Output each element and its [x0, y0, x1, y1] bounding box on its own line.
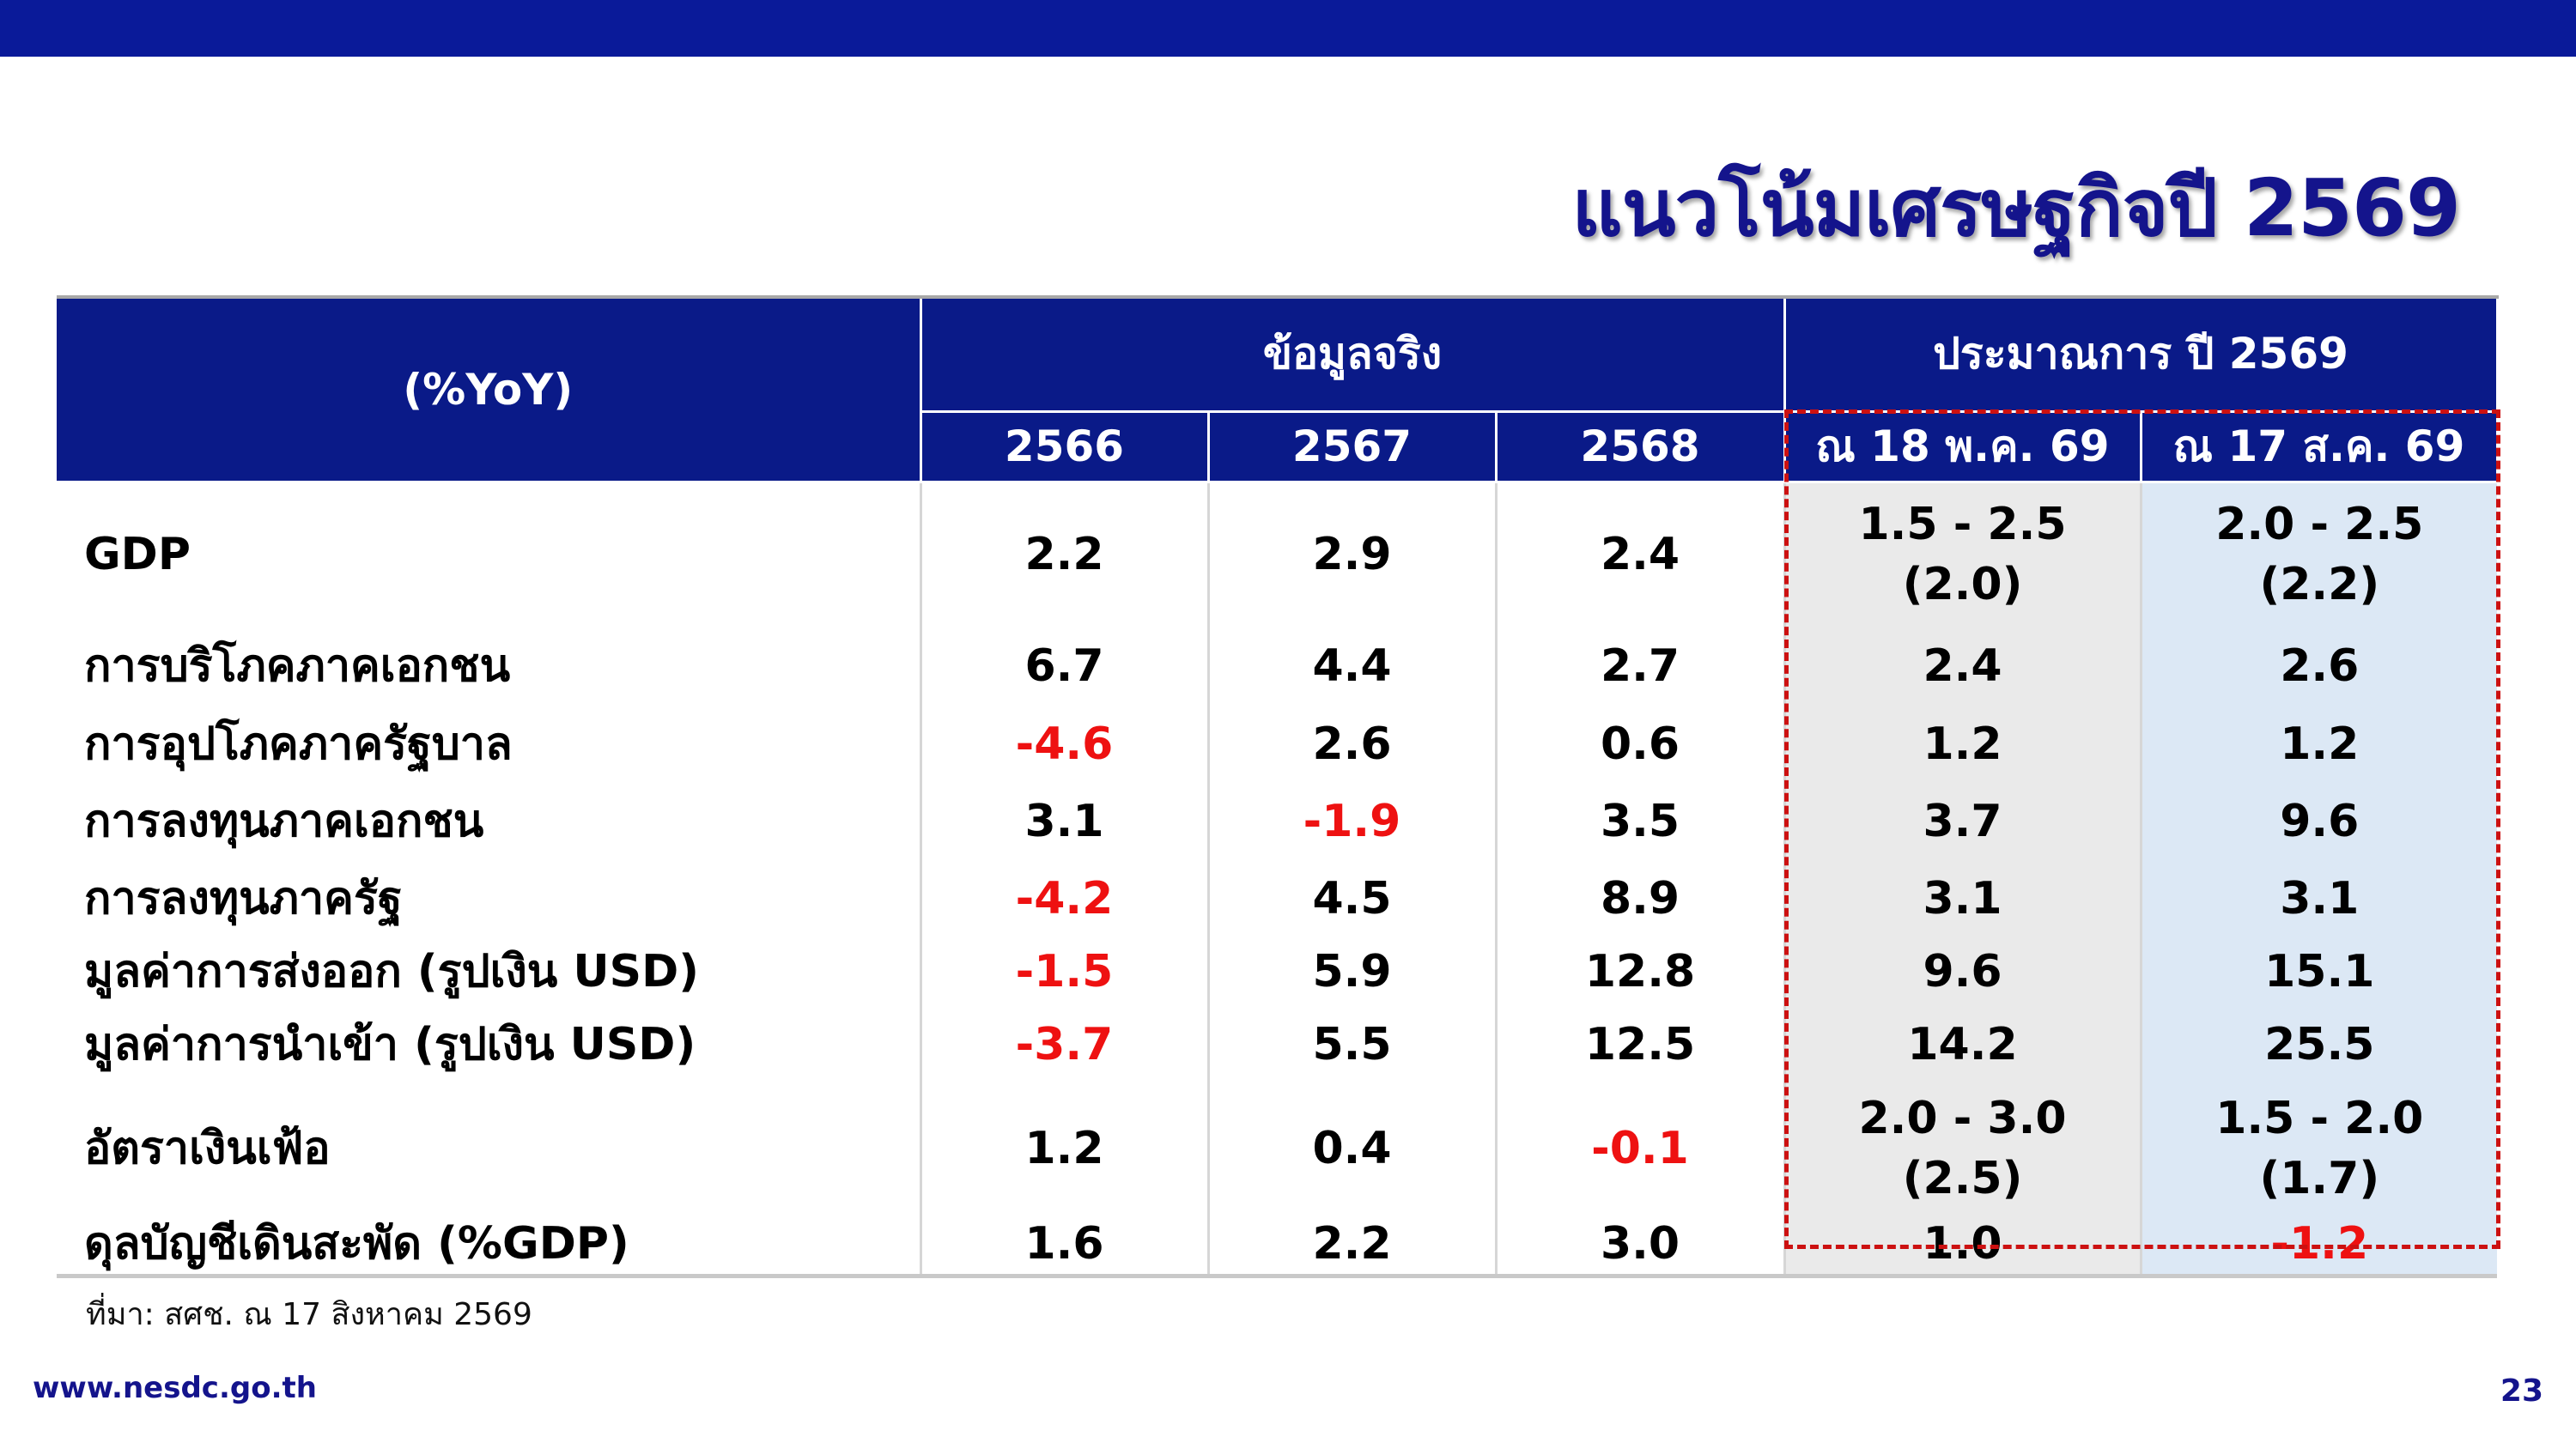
forecast-may-cell: 1.5 - 2.5 (2.0)	[1783, 482, 2142, 626]
forecast-may-point: (2.5)	[1902, 1153, 2023, 1204]
table-row-private-consumption: การบริโภคภาคเอกชน 6.7 4.4 2.7 2.4 2.6	[57, 626, 2498, 706]
value-2566: 1.6	[919, 1214, 1208, 1278]
row-label: GDP	[84, 528, 191, 580]
actual-data-header: ข้อมูลจริง	[919, 295, 1786, 413]
economic-outlook-table: (%YoY) ข้อมูลจริง ประมาณการ ปี 2569 2566…	[57, 295, 2499, 1278]
forecast-may-header: ณ 18 พ.ค. 69	[1783, 409, 2142, 483]
table-row-imports: มูลค่าการนำเข้า (รูปเงิน USD) -3.7 5.5 1…	[57, 1006, 2498, 1083]
forecast-header: ประมาณการ ปี 2569	[1783, 295, 2499, 413]
table-row-gdp: GDP 2.2 2.9 2.4 1.5 - 2.5 (2.0) 2.0 - 2.5…	[57, 482, 2498, 626]
forecast-aug-value: 3.1	[2139, 860, 2498, 937]
forecast-may-value: 14.2	[1783, 1006, 2142, 1083]
value-2568: 3.5	[1494, 783, 1785, 860]
value-2568: -0.1	[1494, 1083, 1785, 1214]
value-2568: 8.9	[1494, 860, 1785, 937]
value-2567: 4.5	[1206, 860, 1496, 937]
value-2568: 3.0	[1494, 1214, 1785, 1278]
year-header-2568: 2568	[1494, 409, 1786, 483]
forecast-may-point: (2.0)	[1902, 558, 2023, 610]
year-header-2566: 2566	[919, 409, 1210, 483]
forecast-may-value: 1.2	[1783, 706, 2142, 783]
row-label: การอุปโภคภาครัฐบาล	[84, 718, 513, 770]
value-2567: 0.4	[1206, 1083, 1496, 1214]
value-2568: 2.4	[1494, 482, 1785, 626]
forecast-may-value: 3.1	[1783, 860, 2142, 937]
forecast-may-value: 9.6	[1783, 937, 2142, 1006]
year-header-2567: 2567	[1206, 409, 1498, 483]
value-2566: -1.5	[919, 937, 1208, 1006]
forecast-aug-value: 1.2	[2139, 706, 2498, 783]
page-number: 23	[2500, 1373, 2543, 1409]
value-2567: 2.9	[1206, 482, 1496, 626]
forecast-aug-cell: 2.0 - 2.5 (2.2)	[2139, 482, 2498, 626]
forecast-may-value: 1.0	[1783, 1214, 2142, 1278]
forecast-aug-range: 2.0 - 2.5	[2215, 498, 2424, 550]
forecast-aug-point: (1.7)	[2259, 1153, 2380, 1204]
table-row-inflation: อัตราเงินเฟ้อ 1.2 0.4 -0.1 2.0 - 3.0 (2.5…	[57, 1083, 2498, 1214]
value-2567: 5.9	[1206, 937, 1496, 1006]
forecast-aug-value: 2.6	[2139, 626, 2498, 706]
forecast-aug-value: 25.5	[2139, 1006, 2498, 1083]
forecast-aug-value: 9.6	[2139, 783, 2498, 860]
table-row-public-investment: การลงทุนภาครัฐ -4.2 4.5 8.9 3.1 3.1	[57, 860, 2498, 937]
value-2566: 3.1	[919, 783, 1208, 860]
row-label: ดุลบัญชีเดินสะพัด (%GDP)	[57, 1214, 920, 1278]
unit-header: (%YoY)	[57, 295, 922, 483]
value-2567: 2.6	[1206, 706, 1496, 783]
forecast-aug-point: (2.2)	[2259, 558, 2380, 610]
row-label: อัตราเงินเฟ้อ	[84, 1123, 331, 1174]
row-label: การลงทุนภาครัฐ	[84, 873, 403, 925]
table-row-private-investment: การลงทุนภาคเอกชน 3.1 -1.9 3.5 3.7 9.6	[57, 783, 2498, 860]
table-row-exports: มูลค่าการส่งออก (รูปเงิน USD) -1.5 5.9 1…	[57, 937, 2498, 1006]
forecast-may-range: 1.5 - 2.5	[1858, 498, 2067, 550]
value-2567: -1.9	[1206, 783, 1496, 860]
forecast-aug-value: -1.2	[2139, 1214, 2498, 1278]
forecast-aug-range: 1.5 - 2.0	[2215, 1093, 2424, 1144]
row-label: การบริโภคภาคเอกชน	[84, 640, 511, 692]
value-2567: 5.5	[1206, 1006, 1496, 1083]
row-label: การลงทุนภาคเอกชน	[84, 796, 484, 847]
forecast-aug-value: 15.1	[2139, 937, 2498, 1006]
value-2568: 2.7	[1494, 626, 1785, 706]
value-2566: 2.2	[919, 482, 1208, 626]
value-2567: 4.4	[1206, 626, 1496, 706]
row-label: มูลค่าการส่งออก (รูปเงิน USD)	[84, 946, 700, 997]
table-row-current-account: ดุลบัญชีเดินสะพัด (%GDP) 1.6 2.2 3.0 1.0…	[57, 1214, 2498, 1278]
row-label: มูลค่าการนำเข้า (รูปเงิน USD)	[84, 1019, 696, 1070]
forecast-aug-header: ณ 17 ส.ค. 69	[2139, 409, 2499, 483]
value-2568: 0.6	[1494, 706, 1785, 783]
value-2567: 2.2	[1206, 1214, 1496, 1278]
forecast-may-range: 2.0 - 3.0	[1858, 1093, 2067, 1144]
source-note: ที่มา: สศช. ณ 17 สิงหาคม 2569	[86, 1297, 532, 1332]
forecast-may-value: 2.4	[1783, 626, 2142, 706]
value-2566: -4.2	[919, 860, 1208, 937]
value-2566: -3.7	[919, 1006, 1208, 1083]
website-link[interactable]: www.nesdc.go.th	[33, 1371, 317, 1405]
value-2566: -4.6	[919, 706, 1208, 783]
forecast-aug-cell: 1.5 - 2.0 (1.7)	[2139, 1083, 2498, 1214]
page-title: แนวโน้มเศรษฐกิจปี 2569	[1571, 162, 2461, 254]
value-2568: 12.5	[1494, 1006, 1785, 1083]
value-2566: 6.7	[919, 626, 1208, 706]
table-row-government-consumption: การอุปโภคภาครัฐบาล -4.6 2.6 0.6 1.2 1.2	[57, 706, 2498, 783]
top-banner	[0, 0, 2576, 57]
forecast-may-value: 3.7	[1783, 783, 2142, 860]
value-2566: 1.2	[919, 1083, 1208, 1214]
value-2568: 12.8	[1494, 937, 1785, 1006]
forecast-may-cell: 2.0 - 3.0 (2.5)	[1783, 1083, 2142, 1214]
